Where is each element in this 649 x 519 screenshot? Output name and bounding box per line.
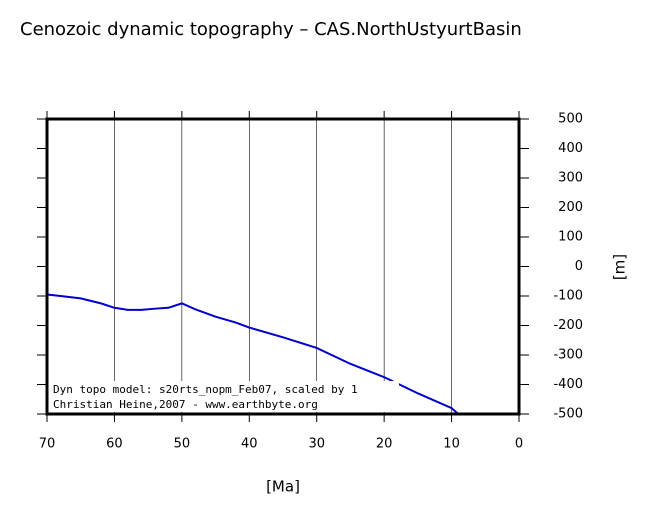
y-tick-label: 500: [558, 112, 583, 127]
annotation: Christian Heine,2007 - www.earthbyte.org: [53, 398, 318, 411]
y-tick-label: 300: [558, 171, 583, 186]
x-tick-label: 60: [106, 437, 123, 452]
x-tick-label: 0: [515, 437, 523, 452]
y-tick-label: 0: [575, 259, 583, 274]
data-line: [46, 293, 459, 415]
x-tick-label: 20: [376, 437, 393, 452]
y-tick-label: -200: [553, 318, 583, 333]
y-tick-label: -500: [553, 407, 583, 422]
chart-title: Cenozoic dynamic topography – CAS.NorthU…: [20, 19, 522, 40]
plot-frame: [45, 117, 521, 416]
y-tick-label: -300: [553, 348, 583, 363]
x-tick-label: 50: [174, 437, 191, 452]
annotation-box: [49, 381, 399, 412]
y-axis-label: [m]: [611, 254, 629, 280]
x-tick-label: 30: [308, 437, 325, 452]
y-tick-label: 400: [558, 141, 583, 156]
y-tick-label: 200: [558, 200, 583, 215]
y-tick-label: -100: [553, 289, 583, 304]
x-tick-label: 40: [241, 437, 258, 452]
y-tick-label: 100: [558, 230, 583, 245]
x-axis-label: [Ma]: [266, 478, 300, 496]
annotation: Dyn topo model: s20rts_nopm_Feb07, scale…: [53, 383, 358, 396]
x-tick-label: 10: [443, 437, 460, 452]
x-tick-label: 70: [39, 437, 56, 452]
y-tick-label: -400: [553, 377, 583, 392]
